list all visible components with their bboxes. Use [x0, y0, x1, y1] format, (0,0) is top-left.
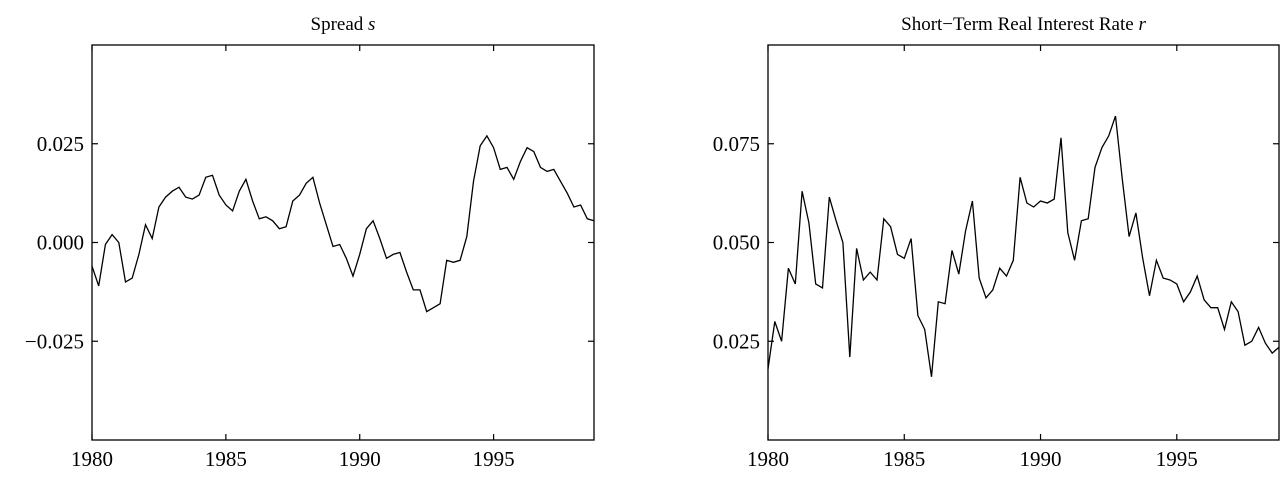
plot-frame [767, 44, 1280, 441]
y-tick-label: 0.025 [713, 329, 760, 353]
x-tick-label: 1980 [747, 447, 789, 471]
chart-title-text: Spread [311, 14, 369, 35]
chart-title-text: Short−Term Real Interest Rate [901, 14, 1138, 35]
x-tick-label: 1995 [1156, 447, 1198, 471]
y-tick-label: 0.025 [37, 132, 84, 156]
plot-frame [91, 44, 595, 441]
y-tick-label: 0.000 [37, 231, 84, 255]
chart-title-symbol: s [368, 14, 375, 35]
series-line-spread [91, 134, 595, 313]
x-tick-label: 1980 [71, 447, 113, 471]
chart-panel-real-rate: Short−Term Real Interest Rate r 1980 1985 1… [713, 14, 1280, 471]
x-tick-label: 1995 [473, 447, 515, 471]
x-tick-label: 1985 [205, 447, 247, 471]
chart-title: Short−Term Real Interest Rate r [901, 14, 1146, 35]
chart-title-symbol: r [1138, 14, 1146, 35]
x-tick-label: 1990 [1020, 447, 1062, 471]
y-tick-label: 0.075 [713, 132, 760, 156]
x-tick-label: 1985 [883, 447, 925, 471]
y-tick-label: 0.050 [713, 231, 760, 255]
chart-panel-spread: Spread s 1980 1985 1990 1995 −0.025 0.000 0.025 [25, 14, 595, 471]
y-tick-label: −0.025 [25, 329, 84, 353]
series-line-real-rate [767, 115, 1280, 377]
x-tick-label: 1990 [339, 447, 381, 471]
chart-title: Spread s [311, 14, 376, 35]
